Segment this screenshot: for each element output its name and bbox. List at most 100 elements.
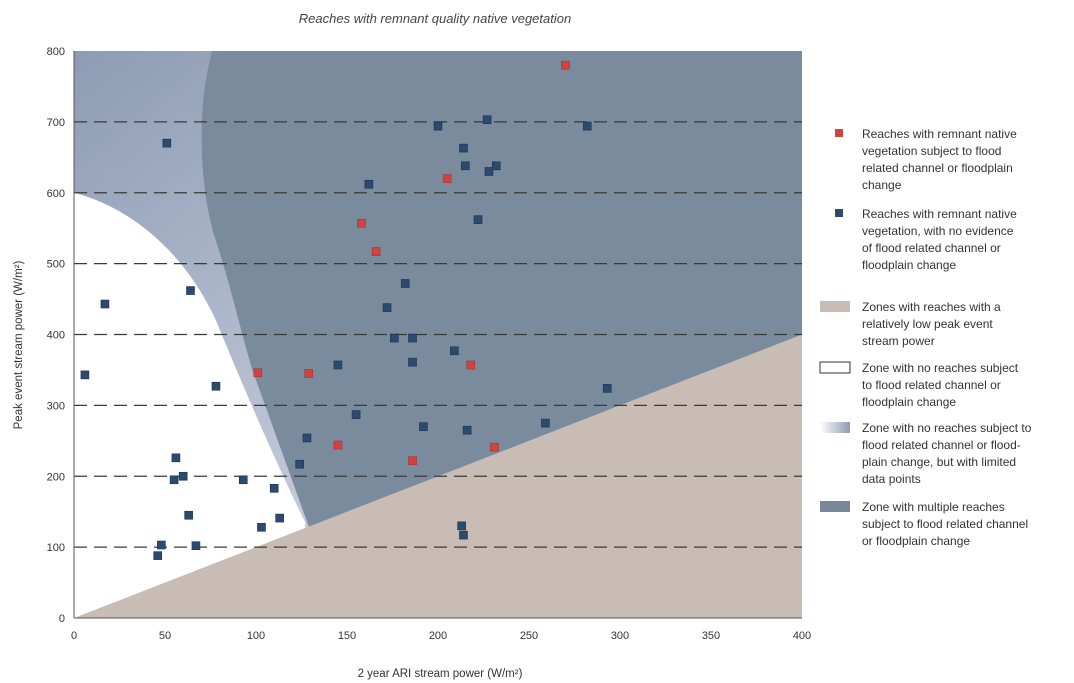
legend-label: vegetation subject to flood xyxy=(862,144,1001,158)
legend-label: Reaches with remnant native xyxy=(862,127,1017,141)
x-tick-label: 300 xyxy=(611,630,629,642)
point-unchanged xyxy=(333,360,343,370)
legend-item: Zone with no reaches subject to flood rel… xyxy=(820,421,1032,486)
y-tick-label: 400 xyxy=(47,330,65,342)
legend-label: relatively low peak event xyxy=(862,317,993,331)
plot-area xyxy=(73,51,803,619)
point-unchanged xyxy=(275,513,284,523)
legend-label: stream power xyxy=(862,334,935,348)
point-unchanged xyxy=(257,522,266,532)
legend-swatch xyxy=(820,422,850,433)
legend-label: Zones with reaches with a xyxy=(862,300,1001,314)
point-unchanged xyxy=(238,475,248,485)
point-unchanged xyxy=(169,475,179,485)
point-unchanged xyxy=(582,121,592,131)
point-unchanged xyxy=(450,346,459,356)
point-unchanged xyxy=(602,384,612,393)
y-tick-labels: 0 100 200 300 400 500 600 700 800 xyxy=(47,46,65,625)
y-tick-label: 500 xyxy=(47,259,65,271)
point-changed xyxy=(442,174,452,183)
point-changed xyxy=(561,60,570,70)
legend-swatch xyxy=(820,501,850,512)
legend-item: Reaches with remnant native vegetation, w… xyxy=(835,207,1017,272)
legend-label: to flood related channel or xyxy=(862,378,1001,392)
legend-label: of flood related channel or xyxy=(862,241,1001,255)
zone-multiple-reaches xyxy=(201,51,803,527)
legend-label: or floodplain change xyxy=(862,534,970,548)
x-tick-label: 0 xyxy=(71,630,77,642)
point-unchanged xyxy=(491,161,501,171)
point-unchanged xyxy=(459,143,468,153)
point-unchanged xyxy=(482,115,492,125)
legend-label: floodplain change xyxy=(862,395,956,409)
legend-label: floodplain change xyxy=(862,258,956,272)
data-points xyxy=(80,60,612,560)
point-unchanged xyxy=(400,279,410,288)
legend-label: Zone with multiple reaches xyxy=(862,500,1005,514)
point-unchanged xyxy=(153,551,163,560)
x-tick-label: 100 xyxy=(247,630,265,642)
axes xyxy=(73,51,802,619)
x-tick-label: 150 xyxy=(338,630,356,642)
point-unchanged xyxy=(184,510,193,520)
point-changed xyxy=(490,442,499,452)
point-unchanged xyxy=(433,121,443,131)
legend-marker xyxy=(835,209,843,217)
point-unchanged xyxy=(419,422,428,431)
point-unchanged xyxy=(364,179,374,189)
point-changed xyxy=(466,360,476,370)
y-tick-label: 200 xyxy=(47,471,65,483)
point-unchanged xyxy=(460,161,470,171)
legend-label: subject to flood related channel xyxy=(862,517,1028,531)
point-unchanged xyxy=(211,381,221,391)
y-tick-label: 800 xyxy=(47,46,65,58)
x-tick-label: 200 xyxy=(429,630,447,642)
legend: Reaches with remnant native vegetation su… xyxy=(819,127,1032,548)
x-tick-label: 250 xyxy=(520,630,538,642)
y-tick-label: 700 xyxy=(47,117,65,129)
point-unchanged xyxy=(408,357,417,367)
legend-item: Reaches with remnant native vegetation su… xyxy=(835,127,1017,192)
x-axis-label: 2 year ARI stream power (W/m²) xyxy=(358,668,523,680)
legend-label: flood related channel or flood- xyxy=(862,438,1021,452)
x-tick-label: 350 xyxy=(702,630,720,642)
point-changed xyxy=(304,369,314,378)
chart-title: Reaches with remnant quality native vege… xyxy=(299,11,571,26)
legend-label: data points xyxy=(862,472,921,486)
point-unchanged xyxy=(295,459,304,469)
point-unchanged xyxy=(473,215,483,224)
legend-item: Zones with reaches with a relatively low … xyxy=(820,300,1001,348)
legend-label: Zone with no reaches subject to xyxy=(862,421,1032,435)
legend-item: Zone with multiple reaches subject to flo… xyxy=(820,500,1028,548)
legend-label: plain change, but with limited xyxy=(862,455,1016,469)
point-unchanged xyxy=(541,418,550,428)
point-unchanged xyxy=(80,370,90,380)
point-unchanged xyxy=(459,530,468,540)
point-unchanged xyxy=(171,453,181,463)
point-unchanged xyxy=(178,471,188,481)
legend-label: vegetation, with no evidence xyxy=(862,224,1014,238)
point-unchanged xyxy=(390,333,399,343)
legend-swatch xyxy=(820,301,850,312)
point-changed xyxy=(253,368,263,378)
legend-label: Reaches with remnant native xyxy=(862,207,1017,221)
point-unchanged xyxy=(269,483,279,493)
y-axis-label: Peak event stream power (W/m²) xyxy=(13,260,25,429)
point-unchanged xyxy=(408,333,417,343)
legend-label: Zone with no reaches subject xyxy=(862,361,1019,375)
point-unchanged xyxy=(191,541,201,551)
legend-item: Zone with no reaches subject to flood rel… xyxy=(819,361,1019,409)
x-tick-labels: 0 50 100 150 200 250 300 350 400 xyxy=(71,630,811,642)
y-tick-label: 100 xyxy=(47,542,65,554)
y-tick-label: 600 xyxy=(47,188,65,200)
legend-marker xyxy=(835,129,843,137)
legend-label: change xyxy=(862,178,902,192)
legend-swatch xyxy=(819,361,851,374)
point-unchanged xyxy=(457,521,466,531)
point-unchanged xyxy=(462,425,472,435)
point-changed xyxy=(357,218,366,228)
x-tick-label: 400 xyxy=(793,630,811,642)
y-tick-label: 300 xyxy=(47,400,65,412)
point-changed xyxy=(408,456,417,465)
